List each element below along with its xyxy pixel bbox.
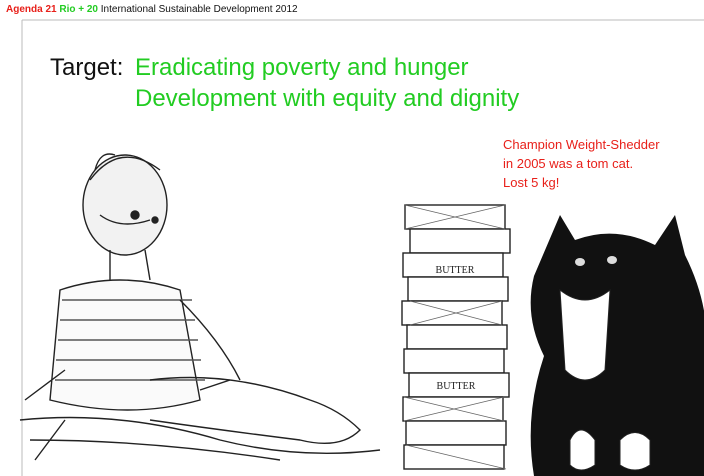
header-agenda: Agenda 21 — [6, 4, 57, 15]
slide: Agenda 21 Rio + 20 International Sustain… — [0, 0, 704, 476]
header-rio: Rio + 20 — [59, 4, 98, 15]
target-label: Target: — [50, 54, 123, 82]
butter-stack — [402, 205, 510, 469]
cat-drawing — [531, 215, 704, 476]
header: Agenda 21 Rio + 20 International Sustain… — [6, 4, 298, 15]
annotation-line: Lost 5 kg! — [503, 175, 559, 190]
annotation-line: in 2005 was a tom cat. — [503, 156, 633, 171]
target-line: Eradicating poverty and hunger — [135, 54, 469, 82]
target-line: Development with equity and dignity — [135, 85, 519, 113]
header-title: International Sustainable Development 20… — [101, 4, 298, 15]
annotation-line: Champion Weight-Shedder — [503, 137, 660, 152]
child-drawing — [20, 154, 380, 460]
